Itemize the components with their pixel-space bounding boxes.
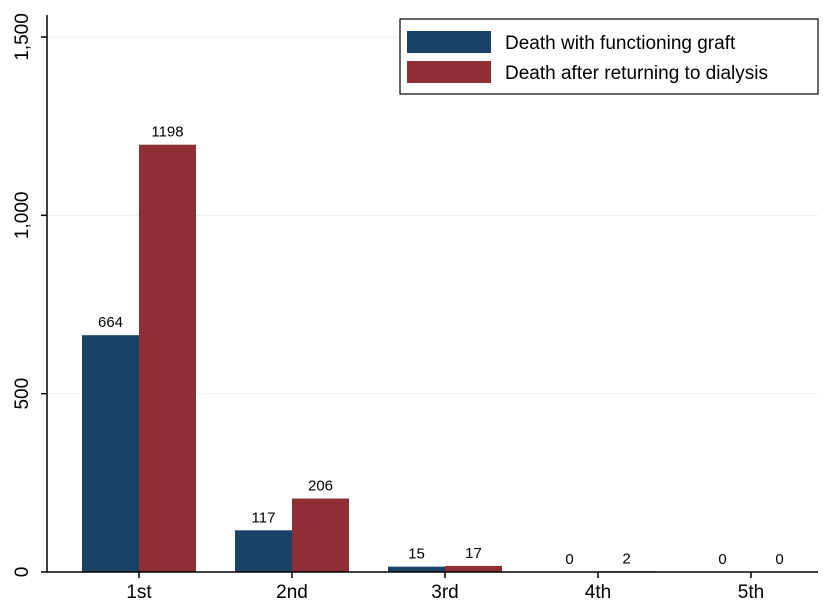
bar-functioning-graft-3rd (388, 566, 445, 572)
bar-returning-to-dialysis-3rd (445, 565, 502, 572)
bars (82, 144, 655, 573)
data-label: 206 (308, 478, 333, 495)
data-label: 0 (718, 551, 726, 568)
data-label: 17 (465, 545, 482, 562)
data-label: 15 (408, 546, 425, 563)
y-tick-label: 500 (12, 378, 33, 410)
legend-label: Death after returning to dialysis (505, 63, 768, 84)
bar-functioning-graft-1st (82, 335, 139, 572)
x-tick-label: 2nd (276, 582, 308, 603)
data-label: 1198 (151, 124, 183, 141)
legend-swatch (407, 31, 491, 53)
legend-swatch (407, 61, 491, 83)
x-ticks: 1st 2nd 3rd 4th 5th (126, 572, 764, 603)
x-tick-label: 4th (585, 582, 611, 603)
data-label: 0 (775, 551, 783, 568)
data-label: 2 (622, 550, 630, 567)
bar-functioning-graft-2nd (235, 530, 292, 572)
y-tick-label: 0 (12, 567, 33, 578)
bar-returning-to-dialysis-2nd (292, 498, 349, 572)
axes (46, 15, 818, 573)
x-tick-label: 1st (126, 582, 152, 603)
bar-returning-to-dialysis-1st (139, 144, 196, 573)
y-ticks: 0 500 1,000 1,500 (12, 13, 47, 577)
data-label: 0 (565, 551, 573, 568)
data-label: 117 (252, 509, 276, 526)
y-tick-label: 1,000 (12, 192, 33, 240)
data-labels: 664 1198 117 206 15 17 0 2 0 0 (98, 124, 784, 568)
x-tick-label: 3rd (431, 582, 458, 603)
x-tick-label: 5th (738, 582, 764, 603)
y-tick-label: 1,500 (12, 13, 33, 61)
legend: Death with functioning graft Death after … (399, 18, 819, 95)
legend-label: Death with functioning graft (505, 33, 736, 54)
data-label: 664 (98, 314, 123, 331)
